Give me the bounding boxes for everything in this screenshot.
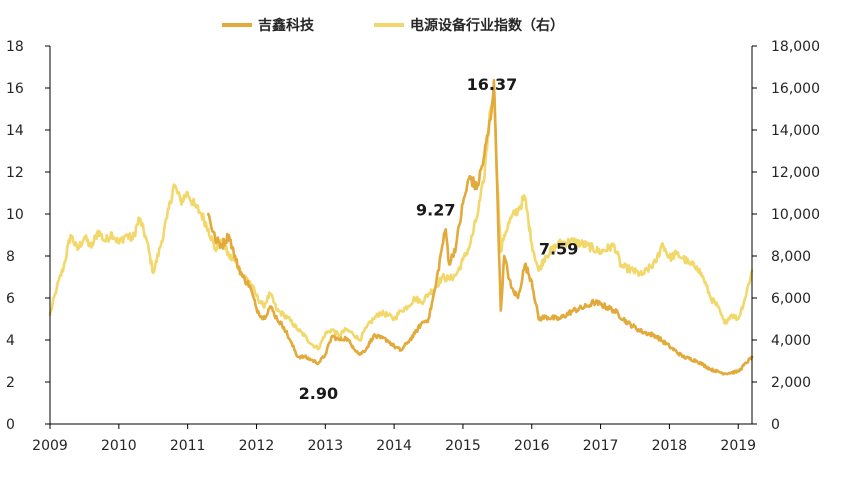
series-line-jixin-technology [207,78,754,376]
y-left-tick-label: 18 [6,39,24,55]
y-left-tick-label: 4 [6,333,15,349]
y-right-tick-label: 12,000 [771,165,820,181]
y-right-tick-label: 14,000 [771,123,820,139]
data-label: 9.27 [416,200,455,219]
x-tick-label: 2011 [170,438,206,454]
y-right-tick-label: 8,000 [771,249,811,265]
y-right-tick-label: 4,000 [771,333,811,349]
y-axis-right: 0 2,000 4,000 6,000 8,000 10,000 12,000 14,000 1… [751,39,820,433]
y-axis-left: 0 2 4 6 8 10 12 14 16 18 [6,39,51,433]
plot-area: 2.90 9.27 16.37 7.59 [48,75,754,403]
y-right-tick-label: 6,000 [771,291,811,307]
x-tick-label: 2014 [376,438,412,454]
y-right-tick-label: 16,000 [771,81,820,97]
y-left-tick-label: 12 [6,165,24,181]
x-tick-label: 2010 [101,438,137,454]
data-label: 2.90 [299,384,338,403]
data-label: 7.59 [539,240,578,259]
y-left-tick-label: 14 [6,123,24,139]
axes: 2009 2010 2011 2012 2013 2014 2015 2016 2017 2018… [6,39,820,454]
data-label: 16.37 [467,75,518,94]
y-right-tick-label: 2,000 [771,375,811,391]
x-tick-label: 2017 [583,438,619,454]
y-left-tick-label: 8 [6,249,15,265]
x-tick-label: 2019 [720,438,756,454]
x-tick-label: 2016 [514,438,550,454]
y-left-tick-label: 16 [6,81,24,97]
y-right-tick-label: 10,000 [771,207,820,223]
y-right-tick-label: 0 [771,417,780,433]
series-line-power-equipment-index [48,82,754,351]
x-tick-label: 2012 [239,438,275,454]
annotation-layer: 2.90 9.27 16.37 7.59 [299,75,579,403]
series-layer [48,78,754,376]
x-tick-label: 2013 [307,438,343,454]
x-axis: 2009 2010 2011 2012 2013 2014 2015 2016 2017 2018… [32,423,756,454]
y-left-tick-label: 2 [6,375,15,391]
x-tick-label: 2018 [652,438,688,454]
y-left-tick-label: 6 [6,291,15,307]
y-left-tick-label: 0 [6,417,15,433]
legend-label: 吉鑫科技 [258,17,315,34]
x-tick-label: 2015 [445,438,481,454]
y-right-tick-label: 18,000 [771,39,820,55]
legend-label: 电源设备行业指数（右） [410,17,564,34]
y-left-tick-label: 10 [6,207,24,223]
legend: 吉鑫科技 电源设备行业指数（右） [222,17,564,34]
x-tick-label: 2009 [32,438,68,454]
